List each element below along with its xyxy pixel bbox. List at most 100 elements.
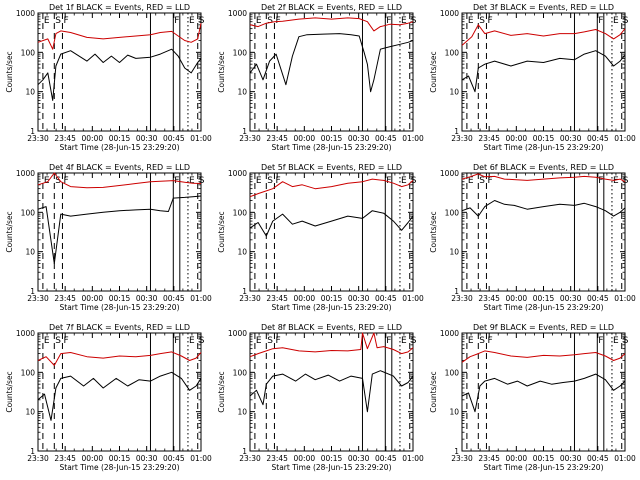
y-axis-label: Counts/sec [5,211,14,252]
event-marker-label: F [63,336,68,346]
event-marker-label: F [275,336,280,346]
y-tick-label: 1000 [228,169,247,178]
panel-title: Det 9f BLACK = Events, RED = LLD [473,323,614,332]
x-tick-label: 00:00 [82,294,104,303]
panel-det-6: Det 6f BLACK = Events, RED = LLD 1 10 100 10… [429,163,636,312]
event-marker-label: F [598,16,603,26]
event-marker-label: E [401,176,407,186]
x-tick-label: 01:00 [614,454,636,463]
x-tick-label: 00:00 [294,454,316,463]
x-tick-label: 23:45 [266,454,288,463]
event-marker-label: S [199,176,205,186]
x-tick-label: 23:45 [478,454,500,463]
x-tick-label: 23:30 [27,454,49,463]
event-marker-label: F [487,336,492,346]
y-tick-label: 100 [233,368,248,377]
panel-title: Det 5f BLACK = Events, RED = LLD [261,163,402,172]
series-events-line [37,195,202,264]
y-tick-label: 1 [30,287,35,296]
y-tick-label: 1 [30,447,35,456]
x-tick-label: 01:00 [402,454,424,463]
event-marker-label: F [386,176,391,186]
x-tick-label: 23:30 [451,294,473,303]
y-tick-label: 1 [454,127,459,136]
series-events-line [249,210,414,237]
event-marker-label: S [267,176,273,186]
series-events-line [461,50,626,93]
x-tick-label: 00:30 [560,454,582,463]
event-marker-label: F [598,336,603,346]
x-tick-label: 00:00 [506,294,528,303]
series-lld-line [249,332,414,358]
event-marker-label: E [401,336,407,346]
event-marker-label: S [479,336,485,346]
event-marker-label: E [256,176,262,186]
x-tick-label: 23:45 [54,454,76,463]
event-marker-label: S [267,16,273,26]
x-tick-label: 00:30 [136,454,158,463]
y-tick-label: 10 [25,408,35,417]
y-tick-label: 1000 [440,329,459,338]
event-marker-label: S [411,176,417,186]
y-tick-label: 1000 [228,9,247,18]
x-tick-label: 01:00 [614,294,636,303]
x-tick-label: 00:15 [321,454,343,463]
y-axis-label: Counts/sec [5,51,14,92]
x-tick-label: 01:00 [402,134,424,143]
x-tick-label: 00:45 [587,134,609,143]
panel-title: Det 1f BLACK = Events, RED = LLD [49,3,190,12]
panel-det-4: Det 4f BLACK = Events, RED = LLD 1 10 100 10… [5,163,212,312]
series-lld-line [37,23,202,50]
panel-title: Det 2f BLACK = Events, RED = LLD [261,3,402,12]
series-lld-line [37,172,202,189]
event-marker-label: S [479,16,485,26]
panel-title: Det 3f BLACK = Events, RED = LLD [473,3,614,12]
y-tick-label: 1000 [228,329,247,338]
event-marker-label: E [189,176,195,186]
event-marker-label: S [55,16,61,26]
series-events-line [249,33,414,93]
y-axis-label: Counts/sec [217,371,226,412]
x-tick-label: 00:30 [348,454,370,463]
y-tick-label: 100 [233,208,248,217]
x-tick-label: 00:45 [163,294,185,303]
event-marker-label: F [275,176,280,186]
x-tick-label: 00:15 [533,454,555,463]
panel-det-1: Det 1f BLACK = Events, RED = LLD 1 10 100 10… [5,3,212,152]
event-marker-label: S [55,336,61,346]
x-tick-label: 23:45 [478,134,500,143]
x-tick-label: 00:30 [136,134,158,143]
x-tick-label: 00:15 [109,134,131,143]
x-tick-label: 01:00 [190,454,212,463]
y-tick-label: 10 [25,88,35,97]
x-axis-label: Start Time (28-Jun-15 23:29:20) [272,143,392,152]
x-tick-label: 01:00 [402,294,424,303]
x-tick-label: 00:00 [82,454,104,463]
event-marker-label: E [613,336,619,346]
series-lld-line [249,178,414,198]
event-marker-label: S [623,16,629,26]
x-axis-label: Start Time (28-Jun-15 23:29:20) [272,463,392,472]
x-tick-label: 23:30 [239,294,261,303]
y-tick-label: 100 [21,208,36,217]
series-lld-line [249,17,414,32]
y-tick-label: 10 [449,248,459,257]
y-tick-label: 1000 [440,9,459,18]
x-tick-label: 23:30 [27,294,49,303]
x-tick-label: 00:15 [533,134,555,143]
y-tick-label: 10 [449,408,459,417]
x-tick-label: 23:45 [266,134,288,143]
x-tick-label: 00:45 [375,134,397,143]
event-marker-label: E [613,16,619,26]
series-events-line [461,373,626,413]
y-tick-label: 1 [242,287,247,296]
x-tick-label: 23:30 [239,134,261,143]
event-marker-label: F [174,16,179,26]
x-tick-label: 00:15 [321,134,343,143]
x-tick-label: 00:45 [587,454,609,463]
event-marker-label: S [623,336,629,346]
panel-title: Det 6f BLACK = Events, RED = LLD [473,163,614,172]
event-marker-label: S [623,176,629,186]
event-marker-label: E [189,16,195,26]
